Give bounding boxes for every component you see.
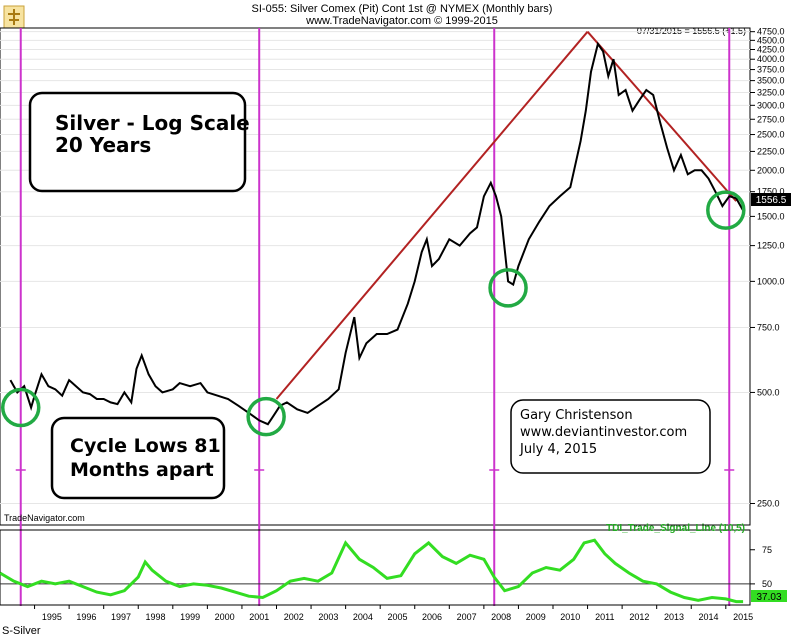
x-tick-label: 1995 [42,612,62,622]
price-tick-label: 1000.0 [757,276,785,286]
price-tick-label: 4000.0 [757,54,785,64]
indicator-tick-label: 50 [762,579,772,589]
x-tick-label: 2012 [629,612,649,622]
indicator-value-tag: 37.03 [751,590,787,603]
last-reading: 07/31/2015 = 1556.5 (+1.5) [637,26,746,36]
title-annotation-line-2: 20 Years [55,133,151,157]
trend-lines [275,31,737,400]
last-value-tag: 1556.5 [751,193,791,206]
author-date: July 4, 2015 [519,442,597,457]
cycle-annotation-line-1: Cycle Lows 81 [70,435,221,457]
price-tick-label: 2750.0 [757,114,785,124]
indicator-axis: 50 75 [0,545,772,589]
author-annotation-box: Gary Christenson www.deviantinvestor.com… [510,399,711,474]
indicator-title: TDI_Trade_Signal_Line (10,5) [606,523,745,534]
x-tick-label: 2001 [249,612,269,622]
author-website: www.deviantinvestor.com [520,425,687,440]
x-tick-label: 2007 [457,612,477,622]
price-tick-label: 1250.0 [757,241,785,251]
x-tick-label: 2005 [387,612,407,622]
cycle-low-circle [706,190,746,230]
trend-line [586,31,737,202]
x-tick-label: 2006 [422,612,442,622]
price-tick-label: 750.0 [757,322,780,332]
price-tick-label: 2000.0 [757,165,785,175]
indicator-value-label: 37.03 [756,592,781,603]
x-tick-label: 2014 [699,612,719,622]
indicator-tick-label: 75 [762,545,772,555]
x-tick-label: 2002 [284,612,304,622]
x-tick-label: 1996 [76,612,96,622]
price-tick-label: 3250.0 [757,87,785,97]
x-axis: 1995 1996 1997 1998 1999 2000 2001 2002 2003 2004… [34,605,753,622]
price-tick-label: 4750.0 [757,27,785,37]
watermark: TradeNavigator.com [4,513,85,523]
x-tick-label: 2011 [595,612,614,622]
x-tick-label: 2015 [733,612,753,622]
price-tick-label: 3000.0 [757,100,785,110]
indicator-line [0,538,744,604]
cycle-low-circle [246,396,286,437]
price-tick-label: 4500.0 [757,35,785,45]
price-tick-label: 2250.0 [757,146,785,156]
x-tick-label: 2003 [318,612,338,622]
title-annotation-line-1: Silver - Log Scale [55,111,250,135]
price-tick-label: 1500.0 [757,211,785,221]
x-tick-label: 2000 [215,612,235,622]
cycle-circles [0,190,746,437]
price-tick-label: 500.0 [757,387,780,397]
cycle-annotation-line-2: Months apart [70,459,214,481]
cycle-low-circle [488,268,528,308]
trade-navigator-logo [3,5,25,29]
price-axis: 250.0 500.0 750.0 1000.0 1250.0 1500.0 1750.0 2… [750,27,785,509]
footer-symbol: S-Silver [2,625,41,637]
price-line [9,41,744,426]
cycle-low-circle [0,387,41,428]
author-name: Gary Christenson [520,408,633,423]
price-tick-label: 250.0 [757,499,780,509]
last-value-label: 1556.5 [756,195,787,206]
price-tick-label: 3750.0 [757,65,785,75]
x-tick-label: 2008 [491,612,511,622]
x-tick-label: 2009 [526,612,546,622]
price-panel [0,27,751,526]
chart-copyright: www.TradeNavigator.com © 1999-2015 [305,15,498,27]
price-tick-label: 1750.0 [757,187,785,197]
price-tick-label: 2500.0 [757,130,785,140]
x-tick-label: 2004 [353,612,373,622]
x-tick-label: 1998 [146,612,166,622]
x-tick-label: 1997 [111,612,131,622]
chart-title: SI-055: Silver Comex (Pit) Cont 1st @ NY… [252,3,553,15]
price-tick-label: 3500.0 [757,76,785,86]
cycle-lines [15,28,735,606]
x-tick-label: 1999 [180,612,200,622]
title-annotation-box: Silver - Log Scale 20 Years [28,91,250,193]
x-tick-label: 2013 [664,612,684,622]
trend-line [275,31,589,400]
cycle-annotation-box: Cycle Lows 81 Months apart [50,416,226,500]
price-tick-label: 4250.0 [757,45,785,55]
x-tick-label: 2010 [560,612,580,622]
indicator-panel [0,529,751,606]
